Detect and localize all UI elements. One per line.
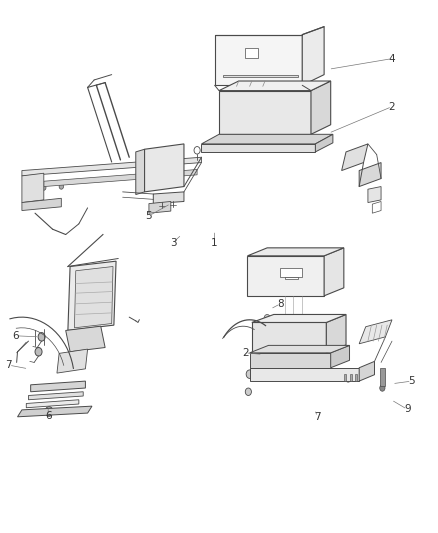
Polygon shape	[28, 392, 83, 400]
Circle shape	[42, 185, 46, 190]
Circle shape	[264, 314, 270, 322]
Polygon shape	[280, 268, 302, 277]
Polygon shape	[44, 169, 197, 187]
Polygon shape	[68, 261, 116, 330]
Text: 5: 5	[408, 376, 415, 386]
Circle shape	[38, 333, 45, 341]
Polygon shape	[215, 35, 302, 85]
Text: 6: 6	[12, 331, 19, 341]
Text: 3: 3	[170, 238, 177, 247]
Polygon shape	[279, 316, 304, 321]
Polygon shape	[22, 173, 44, 203]
Polygon shape	[326, 314, 346, 353]
Text: 1: 1	[211, 238, 218, 247]
Text: 9: 9	[404, 405, 411, 414]
Polygon shape	[250, 368, 359, 381]
Circle shape	[345, 375, 351, 382]
Polygon shape	[252, 314, 346, 322]
Text: 8: 8	[277, 299, 284, 309]
Polygon shape	[359, 361, 374, 381]
Circle shape	[380, 385, 385, 391]
Polygon shape	[22, 157, 201, 176]
Polygon shape	[368, 187, 381, 203]
Polygon shape	[285, 277, 298, 279]
Polygon shape	[342, 144, 368, 171]
Circle shape	[159, 195, 165, 202]
Text: 2: 2	[242, 348, 249, 358]
Polygon shape	[219, 81, 331, 91]
Circle shape	[277, 314, 283, 322]
Circle shape	[154, 156, 173, 180]
Polygon shape	[344, 374, 346, 381]
Polygon shape	[74, 266, 113, 328]
Polygon shape	[31, 381, 85, 392]
Circle shape	[194, 147, 200, 154]
Polygon shape	[302, 27, 324, 85]
Polygon shape	[26, 400, 79, 408]
Polygon shape	[201, 134, 333, 144]
Polygon shape	[57, 349, 88, 373]
Polygon shape	[247, 256, 324, 296]
Polygon shape	[380, 368, 385, 386]
Polygon shape	[219, 91, 311, 134]
Polygon shape	[359, 320, 392, 344]
Polygon shape	[136, 149, 145, 195]
Polygon shape	[359, 163, 381, 187]
Polygon shape	[149, 201, 171, 213]
Circle shape	[170, 193, 176, 201]
Text: 4: 4	[389, 54, 396, 63]
Polygon shape	[315, 134, 333, 152]
Polygon shape	[372, 201, 381, 213]
Polygon shape	[331, 345, 350, 368]
Polygon shape	[324, 248, 344, 296]
Polygon shape	[350, 374, 352, 381]
Text: 5: 5	[145, 211, 152, 221]
Polygon shape	[355, 374, 357, 381]
Polygon shape	[311, 81, 331, 134]
Polygon shape	[247, 248, 344, 256]
Circle shape	[246, 370, 253, 378]
Polygon shape	[18, 406, 92, 417]
Text: 7: 7	[5, 360, 12, 370]
Polygon shape	[22, 198, 61, 211]
Polygon shape	[201, 144, 315, 152]
Polygon shape	[223, 75, 298, 77]
Circle shape	[59, 184, 64, 189]
Polygon shape	[153, 192, 184, 204]
Polygon shape	[245, 48, 258, 58]
Text: 6: 6	[45, 411, 52, 421]
Circle shape	[45, 407, 53, 416]
Text: 7: 7	[314, 412, 321, 422]
Polygon shape	[250, 345, 350, 353]
Polygon shape	[250, 353, 331, 368]
Circle shape	[35, 348, 42, 356]
Circle shape	[245, 388, 251, 395]
Polygon shape	[145, 144, 184, 192]
Polygon shape	[252, 322, 326, 353]
Polygon shape	[66, 326, 105, 352]
Text: 2: 2	[389, 102, 396, 111]
